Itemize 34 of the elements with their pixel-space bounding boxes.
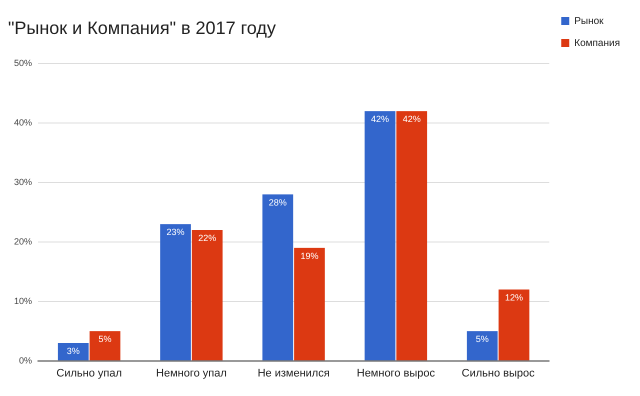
data-label: 3% (66, 346, 80, 356)
data-label: 28% (268, 197, 287, 208)
bar (364, 111, 396, 360)
x-tick-label: Сильно вырос (462, 367, 536, 380)
y-tick-label: 40% (14, 118, 32, 128)
bar (160, 224, 191, 360)
bar (294, 248, 325, 360)
y-tick-label: 20% (14, 236, 32, 246)
x-tick-label: Немного упал (156, 367, 227, 380)
bar (262, 194, 294, 360)
y-tick-label: 30% (14, 176, 32, 187)
x-tick-label: Не изменился (258, 367, 330, 380)
bar (498, 289, 530, 360)
x-tick-label: Сильно упал (56, 367, 122, 380)
y-tick-label: 0% (19, 355, 32, 366)
data-label: 22% (198, 233, 216, 244)
bar (58, 342, 89, 360)
x-tick-label: Немного вырос (356, 367, 436, 380)
data-label: 42% (402, 114, 421, 124)
bar (192, 230, 223, 360)
data-label: 19% (300, 250, 318, 261)
y-tick-label: 10% (14, 296, 32, 306)
chart-title: "Рынок и Компания" в 2017 году (8, 18, 276, 38)
legend-label: Рынок (574, 16, 604, 27)
bar (90, 331, 120, 360)
data-label: 42% (371, 114, 390, 124)
y-tick-label: 50% (14, 58, 32, 68)
bar (466, 331, 498, 360)
bar (396, 111, 428, 360)
data-label: 5% (476, 334, 489, 344)
data-label: 23% (166, 227, 185, 238)
data-label: 5% (98, 334, 112, 344)
legend-label: Компания (574, 38, 620, 49)
data-label: 12% (504, 292, 523, 302)
